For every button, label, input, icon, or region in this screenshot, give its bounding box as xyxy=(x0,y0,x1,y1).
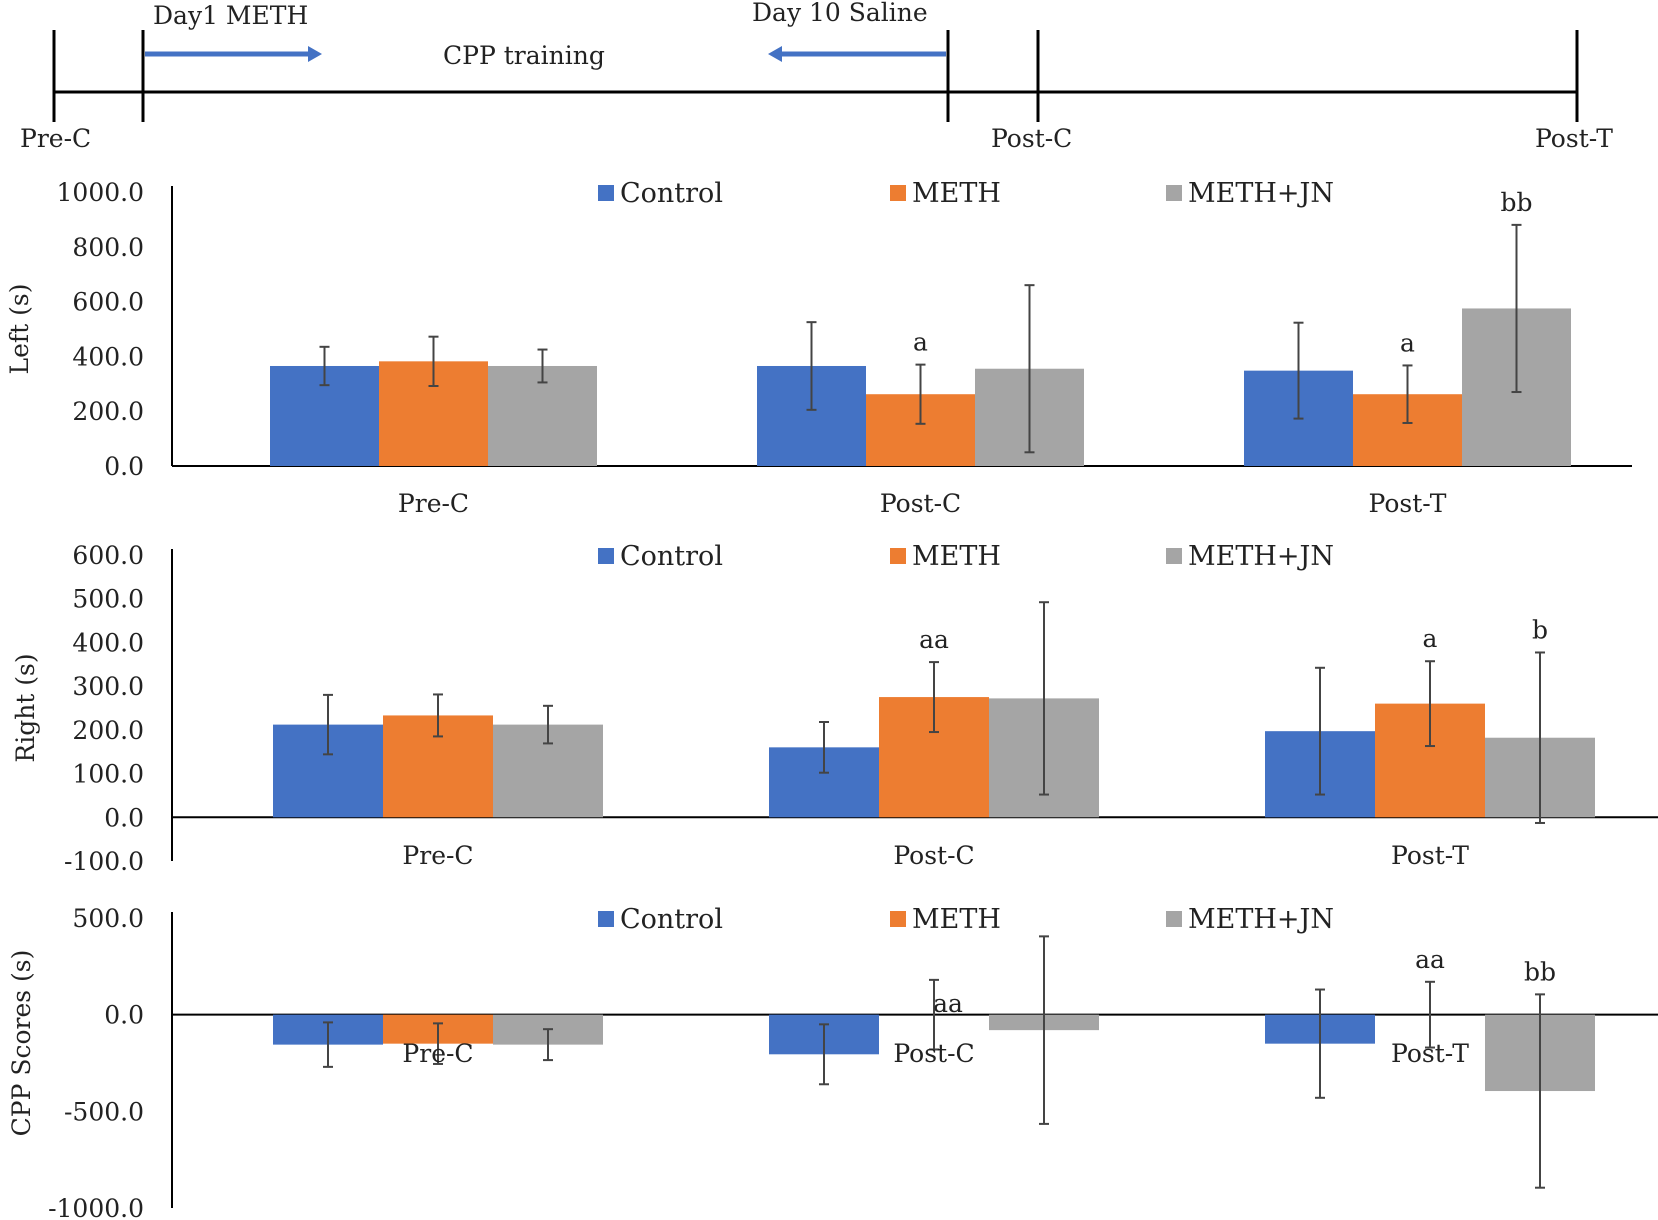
legend-swatch xyxy=(1166,911,1182,927)
y-axis-title: CPP Scores (s) xyxy=(7,950,36,1137)
legend-swatch xyxy=(598,185,614,201)
timeline-label-post-c: Post-C xyxy=(991,124,1072,153)
y-tick-label: -100.0 xyxy=(64,847,144,876)
y-tick-label: 0.0 xyxy=(104,1001,144,1030)
legend-label: Control xyxy=(620,904,723,935)
significance-label: b xyxy=(1532,615,1548,644)
y-tick-label: 600.0 xyxy=(72,541,144,570)
significance-label: aa xyxy=(1415,945,1445,974)
timeline-arrowhead-right xyxy=(308,46,322,62)
y-tick-label: 800.0 xyxy=(72,233,144,262)
y-axis-title: Left (s) xyxy=(5,284,34,375)
y-tick-label: 300.0 xyxy=(72,672,144,701)
significance-label: bb xyxy=(1524,957,1556,986)
legend-swatch xyxy=(1166,548,1182,564)
legend-swatch xyxy=(598,911,614,927)
timeline-label-pre-c: Pre-C xyxy=(20,124,91,153)
legend-label: METH+JN xyxy=(1188,541,1334,572)
y-tick-label: 0.0 xyxy=(104,803,144,832)
category-label: Post-T xyxy=(1391,1039,1469,1068)
timeline-right-caption: Day 10 Saline xyxy=(752,0,928,27)
y-tick-label: 400.0 xyxy=(72,628,144,657)
category-label: Pre-C xyxy=(402,1039,473,1068)
legend-label: METH+JN xyxy=(1188,178,1334,209)
legend-swatch xyxy=(890,548,906,564)
legend-swatch xyxy=(1166,185,1182,201)
legend-label: METH xyxy=(912,178,1001,209)
y-axis-title: Right (s) xyxy=(11,653,40,762)
timeline-label-post-t: Post-T xyxy=(1535,124,1613,153)
y-tick-label: -500.0 xyxy=(64,1097,144,1126)
legend-swatch xyxy=(890,911,906,927)
legend-label: Control xyxy=(620,541,723,572)
significance-label: a xyxy=(1400,328,1415,357)
significance-label: aa xyxy=(919,625,949,654)
timeline-left-caption: Day1 METH xyxy=(153,1,308,30)
timeline: Day1 METH Day 10 Saline CPP training Pre… xyxy=(20,0,1613,153)
chart-panel-1: 0.0 200.0 400.0 600.0 800.0 1000.0 Left (s) Pre… xyxy=(5,178,1632,518)
y-tick-label: 100.0 xyxy=(72,760,144,789)
y-tick-label: 200.0 xyxy=(72,397,144,426)
significance-label: aa xyxy=(933,989,963,1018)
category-label: Post-C xyxy=(893,1039,974,1068)
legend-label: Control xyxy=(620,178,723,209)
chart-panels: 0.0 200.0 400.0 600.0 800.0 1000.0 Left (s) Pre… xyxy=(5,178,1658,1220)
legend-label: METH xyxy=(912,541,1001,572)
significance-label: a xyxy=(1423,624,1438,653)
category-label: Post-C xyxy=(893,841,974,870)
chart-panel-3: -1000.0 -500.0 0.0 500.0 CPP Scores (s) Pre-C… xyxy=(7,904,1658,1220)
legend-swatch xyxy=(890,185,906,201)
significance-label: a xyxy=(913,328,928,357)
chart-panel-2: -100.0 0.0 100.0 200.0 300.0 400.0 500.0 600.0 R… xyxy=(11,541,1658,876)
legend-label: METH+JN xyxy=(1188,904,1334,935)
y-tick-label: 600.0 xyxy=(72,288,144,317)
category-label: Post-C xyxy=(880,489,961,518)
y-tick-label: 500.0 xyxy=(72,904,144,933)
category-label: Post-T xyxy=(1369,489,1447,518)
y-tick-label: -1000.0 xyxy=(48,1194,144,1220)
legend-swatch xyxy=(598,548,614,564)
y-tick-label: 500.0 xyxy=(72,585,144,614)
category-label: Pre-C xyxy=(402,841,473,870)
timeline-arrowhead-left xyxy=(768,46,782,62)
y-tick-label: 0.0 xyxy=(104,452,144,481)
legend-label: METH xyxy=(912,904,1001,935)
significance-label: bb xyxy=(1500,188,1532,217)
category-label: Post-T xyxy=(1391,841,1469,870)
y-tick-label: 200.0 xyxy=(72,716,144,745)
y-tick-label: 400.0 xyxy=(72,342,144,371)
y-tick-label: 1000.0 xyxy=(57,178,144,207)
timeline-center-caption: CPP training xyxy=(443,41,605,70)
category-label: Pre-C xyxy=(398,489,469,518)
